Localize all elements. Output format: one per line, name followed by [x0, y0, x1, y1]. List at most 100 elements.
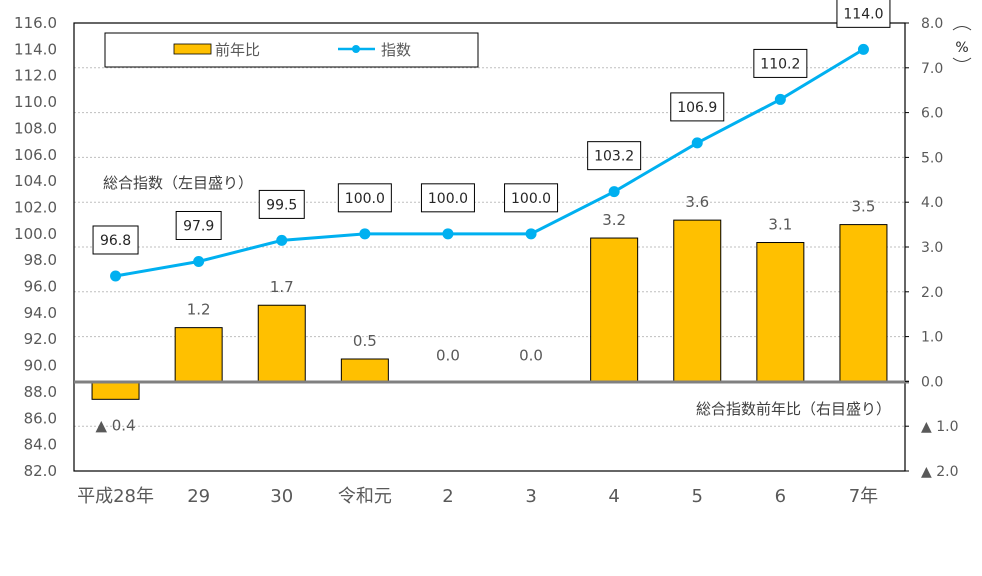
- bar: [257, 304, 306, 382]
- left-tick-label: 112.0: [14, 67, 57, 85]
- index-marker: [691, 137, 703, 149]
- line-series-index: 96.8 97.9 99.5 100.0 100.0 100.0 103.2 106.9 110…: [92, 0, 891, 282]
- category-label: 30: [270, 486, 293, 507]
- left-tick-label: 110.0: [14, 93, 57, 111]
- bar: [590, 237, 639, 382]
- bar-value-label: ▲ 0.4: [95, 416, 135, 434]
- right-tick-label: 6.0: [921, 106, 943, 122]
- left-tick-label: 104.0: [14, 172, 57, 190]
- index-marker: [193, 255, 205, 267]
- svg-text:100.0: 100.0: [345, 191, 385, 207]
- svg-text:114.0: 114.0: [843, 6, 883, 22]
- index-marker: [276, 234, 288, 246]
- bar: [174, 327, 223, 382]
- index-marker: [774, 93, 786, 105]
- index-marker: [110, 270, 122, 282]
- bar-value-label: 3.1: [768, 216, 792, 234]
- left-tick-label: 94.0: [24, 304, 57, 322]
- legend-bar-swatch: [173, 43, 212, 55]
- bar-value-label: 3.2: [602, 211, 626, 229]
- bar-value-label: 1.2: [187, 301, 211, 319]
- svg-text:96.8: 96.8: [100, 233, 131, 249]
- index-marker: [525, 228, 537, 240]
- bar-value-label: 0.0: [519, 346, 543, 364]
- right-tick-label: ▲ 1.0: [921, 419, 958, 435]
- right-tick-label: 7.0: [921, 61, 943, 77]
- bar-series-yoy: ▲ 0.4 1.2 1.7 0.5 0.0 0.0 3.2 3.6 3.1 3.5: [91, 193, 888, 434]
- bar-value-label: 3.5: [852, 198, 876, 216]
- bar: [756, 242, 805, 382]
- index-value-label: 97.9: [175, 210, 222, 240]
- left-tick-label: 108.0: [14, 119, 57, 137]
- left-tick-label: 102.0: [14, 198, 57, 216]
- right-tick-label: 0.0: [921, 374, 943, 390]
- left-tick-label: 84.0: [24, 436, 57, 454]
- svg-text:99.5: 99.5: [266, 197, 297, 213]
- index-value-label: 96.8: [92, 225, 139, 255]
- index-marker: [442, 228, 454, 240]
- left-tick-label: 90.0: [24, 357, 57, 375]
- index-value-label: 99.5: [258, 189, 305, 219]
- category-label: 6: [775, 486, 786, 507]
- category-label: 平成28年: [77, 486, 154, 507]
- svg-text:110.2: 110.2: [760, 56, 800, 72]
- svg-text:100.0: 100.0: [428, 191, 468, 207]
- category-label: 令和元: [338, 486, 392, 507]
- left-tick-label: 106.0: [14, 146, 57, 164]
- right-tick-label: 1.0: [921, 330, 943, 346]
- left-tick-label: 88.0: [24, 383, 57, 401]
- left-tick-label: 98.0: [24, 251, 57, 269]
- index-value-label: 103.2: [587, 141, 642, 171]
- bar: [673, 219, 722, 382]
- svg-text:106.9: 106.9: [677, 100, 717, 116]
- index-marker: [608, 186, 620, 198]
- svg-text:103.2: 103.2: [594, 149, 634, 165]
- bar: [91, 380, 140, 400]
- bar: [340, 358, 389, 382]
- bar-value-label: 0.0: [436, 346, 460, 364]
- category-label: 3: [525, 486, 536, 507]
- right-axis-annotation: 総合指数前年比（右目盛り）: [696, 400, 891, 418]
- category-label: 5: [692, 486, 703, 507]
- bar: [839, 224, 888, 382]
- index-value-label: 114.0: [836, 0, 891, 28]
- index-value-label: 106.9: [670, 92, 725, 122]
- right-tick-label: 5.0: [921, 150, 943, 166]
- right-tick-label: 2.0: [921, 285, 943, 301]
- right-tick-label: 8.0: [921, 16, 943, 32]
- category-label: 29: [187, 486, 210, 507]
- category-label: 7年: [849, 486, 878, 507]
- left-tick-label: 92.0: [24, 330, 57, 348]
- index-value-label: 110.2: [753, 48, 808, 78]
- left-tick-label: 96.0: [24, 278, 57, 296]
- bar-value-label: 1.7: [270, 278, 294, 296]
- left-tick-label: 82.0: [24, 462, 57, 480]
- svg-text:100.0: 100.0: [511, 191, 551, 207]
- left-axis-annotation: 総合指数（左目盛り）: [103, 174, 253, 192]
- category-label: 2: [442, 486, 453, 507]
- percent-unit: %: [955, 40, 968, 56]
- legend-label-yoy: 前年比: [215, 41, 260, 59]
- bar-value-label: 0.5: [353, 332, 377, 350]
- right-tick-label: ▲ 2.0: [921, 464, 958, 480]
- index-line: [115, 48, 865, 278]
- legend-label-index: 指数: [381, 41, 411, 59]
- left-axis: 116.0 114.0 112.0 110.0 108.0 106.0 104.0 102.0…: [14, 14, 57, 480]
- category-label: 4: [608, 486, 619, 507]
- left-tick-label: 86.0: [24, 409, 57, 427]
- legend-line-marker: [352, 45, 360, 53]
- index-marker: [857, 43, 869, 55]
- index-value-label: 100.0: [504, 183, 559, 213]
- left-tick-label: 100.0: [14, 225, 57, 243]
- right-axis-unit: %: [952, 26, 972, 62]
- legend: 前年比 指数: [104, 32, 479, 68]
- bar-value-label: 3.6: [685, 193, 709, 211]
- right-tick-label: 3.0: [921, 240, 943, 256]
- index-value-label: 100.0: [337, 183, 392, 213]
- right-tick-label: 4.0: [921, 195, 943, 211]
- index-marker: [359, 228, 371, 240]
- left-tick-label: 114.0: [14, 40, 57, 58]
- left-tick-label: 116.0: [14, 14, 57, 32]
- index-value-label: 100.0: [420, 183, 475, 213]
